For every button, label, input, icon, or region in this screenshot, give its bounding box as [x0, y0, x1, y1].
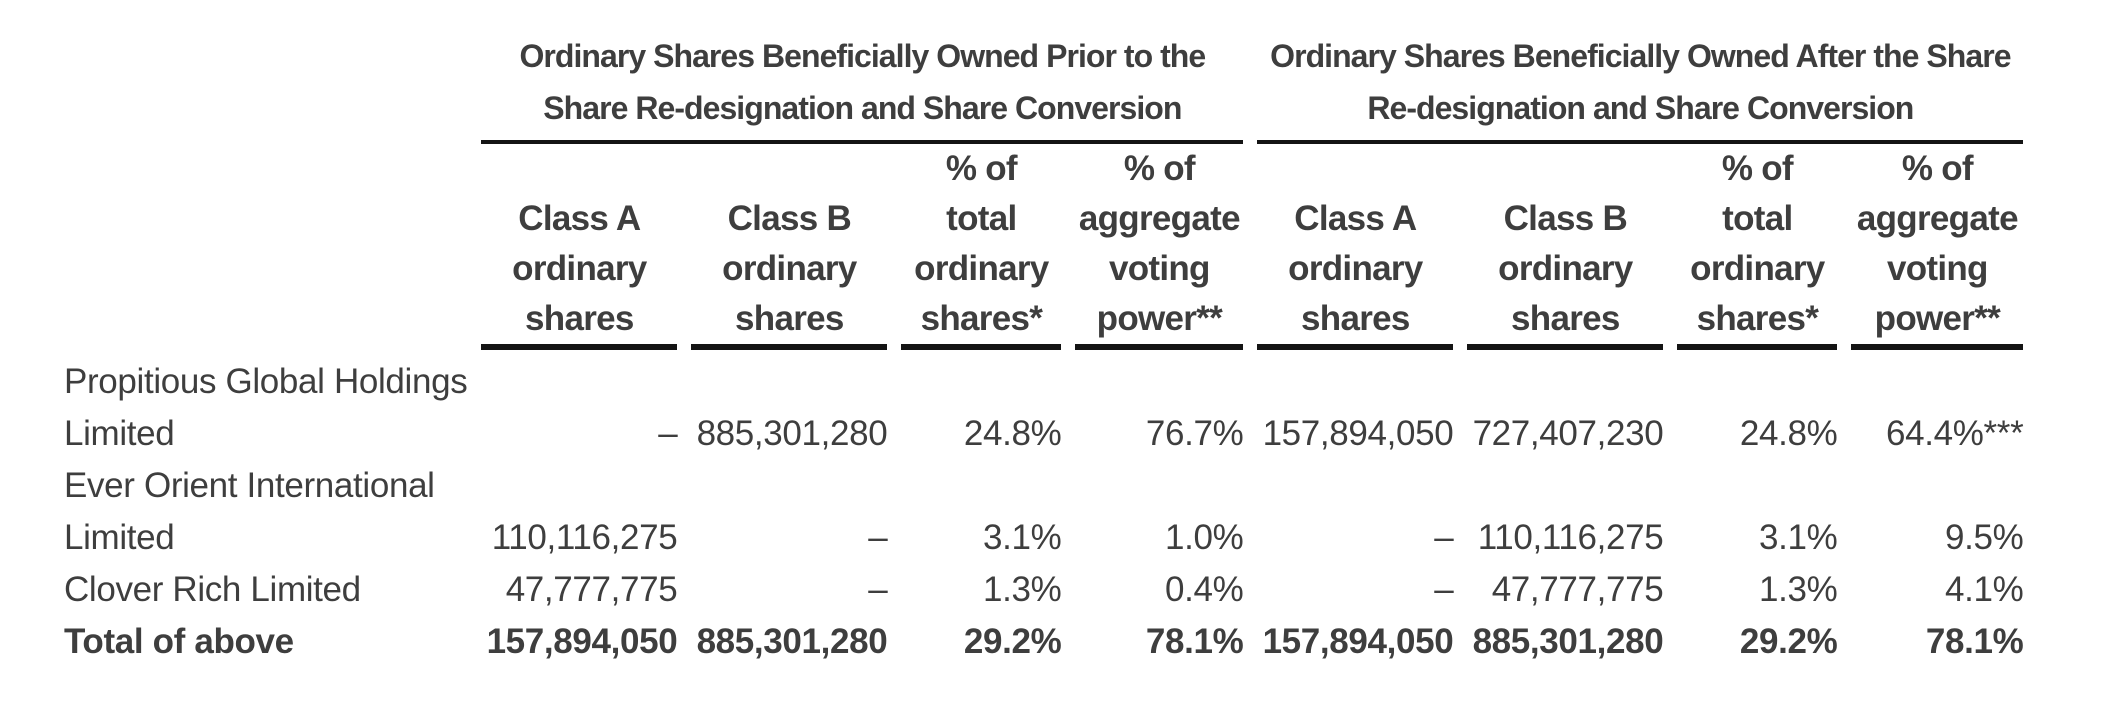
value-cell [1851, 460, 2023, 512]
value-cell: 47,777,775 [1491, 570, 1664, 609]
value-cell: 76.7% [1145, 414, 1244, 453]
table-row: Ever Orient International [64, 460, 2023, 512]
value-cell: 1.0% [1164, 518, 1244, 557]
value-cell: 29.2% [1739, 622, 1838, 661]
column-header-pct-voting-prior: % of aggregate voting power** [1075, 144, 1244, 350]
column-header-row: Class A ordinary shares Class B ordinary… [64, 144, 2024, 350]
value-cell: – [1434, 570, 1454, 609]
value-cell: 24.8% [963, 414, 1062, 453]
column-header-class-a-prior: Class A ordinary shares [481, 144, 678, 350]
value-cell: 4.1% [1944, 570, 2024, 609]
value-cell: 1.3% [1758, 570, 1838, 609]
value-cell: 24.8% [1739, 414, 1838, 453]
value-cell [691, 350, 887, 408]
value-cell: 885,301,280 [696, 414, 888, 453]
table-row: Propitious Global Holdings [64, 350, 2023, 408]
column-header-pct-voting-after: % of aggregate voting power** [1851, 144, 2024, 350]
column-header-pct-total-after: % of total ordinary shares* [1677, 144, 1838, 350]
value-cell: 110,116,275 [1477, 518, 1664, 557]
value-cell: 157,894,050 [1262, 414, 1454, 453]
value-cell [901, 350, 1061, 408]
value-cell: 157,894,050 [486, 622, 678, 661]
value-cell: 64.4%*** [1886, 414, 2024, 453]
value-cell [1075, 350, 1243, 408]
value-cell: 885,301,280 [1472, 622, 1664, 661]
value-cell [1677, 460, 1837, 512]
value-cell: 885,301,280 [696, 622, 888, 661]
group-header-after-line1: Ordinary Shares Beneficially Owned After… [1270, 38, 2011, 74]
value-cell: 157,894,050 [1262, 622, 1454, 661]
group-header-prior-line2: Share Re-designation and Share Conversio… [543, 90, 1182, 126]
entity-name-cell: Limited [64, 414, 175, 453]
value-cell [481, 350, 677, 408]
entity-name-cell: Total of above [64, 622, 294, 661]
value-cell: – [868, 518, 888, 557]
value-cell: 3.1% [1758, 518, 1838, 557]
group-header-row: Ordinary Shares Beneficially Owned Prior… [64, 30, 2024, 144]
value-cell [481, 460, 677, 512]
column-header-class-b-after: Class B ordinary shares [1467, 144, 1664, 350]
value-cell: – [658, 414, 678, 453]
column-header-class-a-after: Class A ordinary shares [1257, 144, 1454, 350]
group-header-prior-line1: Ordinary Shares Beneficially Owned Prior… [519, 38, 1206, 74]
value-cell [1467, 350, 1663, 408]
entity-name-cell: Propitious Global Holdings [64, 362, 468, 401]
entity-name-cell: Limited [64, 518, 175, 557]
value-cell: 110,116,275 [491, 518, 678, 557]
shareholding-table: Ordinary Shares Beneficially Owned Prior… [50, 30, 2037, 668]
value-cell: 1.3% [982, 570, 1062, 609]
value-cell: 3.1% [982, 518, 1062, 557]
value-cell: 0.4% [1164, 570, 1244, 609]
value-cell: – [1434, 518, 1454, 557]
value-cell [1851, 350, 2023, 408]
value-cell [1257, 460, 1453, 512]
table-row: Limited 110,116,275 – 3.1% 1.0% – 110,11… [64, 512, 2024, 564]
value-cell [901, 460, 1061, 512]
group-header-prior: Ordinary Shares Beneficially Owned Prior… [481, 30, 1244, 144]
column-header-class-b-prior: Class B ordinary shares [691, 144, 888, 350]
value-cell: 29.2% [963, 622, 1062, 661]
group-header-after: Ordinary Shares Beneficially Owned After… [1257, 30, 2024, 144]
group-header-after-line2: Re-designation and Share Conversion [1367, 90, 1914, 126]
value-cell [1677, 350, 1837, 408]
column-header-pct-total-prior: % of total ordinary shares* [901, 144, 1062, 350]
entity-name-cell: Clover Rich Limited [64, 570, 361, 609]
table-row: Clover Rich Limited 47,777,775 – 1.3% 0.… [64, 564, 2024, 616]
value-cell: 47,777,775 [505, 570, 678, 609]
value-cell [1467, 460, 1663, 512]
entity-column-spacer [64, 144, 467, 350]
value-cell: – [868, 570, 888, 609]
table-row: Limited – 885,301,280 24.8% 76.7% 157,89… [64, 408, 2024, 460]
entity-name-cell: Ever Orient International [64, 466, 435, 505]
value-cell: 9.5% [1944, 518, 2024, 557]
table-row-total: Total of above 157,894,050 885,301,280 2… [64, 616, 2024, 668]
value-cell: 78.1% [1925, 622, 2024, 661]
entity-column-spacer [64, 30, 467, 144]
value-cell [1075, 460, 1243, 512]
value-cell [1257, 350, 1453, 408]
value-cell: 727,407,230 [1472, 414, 1664, 453]
value-cell: 78.1% [1145, 622, 1244, 661]
value-cell [691, 460, 887, 512]
